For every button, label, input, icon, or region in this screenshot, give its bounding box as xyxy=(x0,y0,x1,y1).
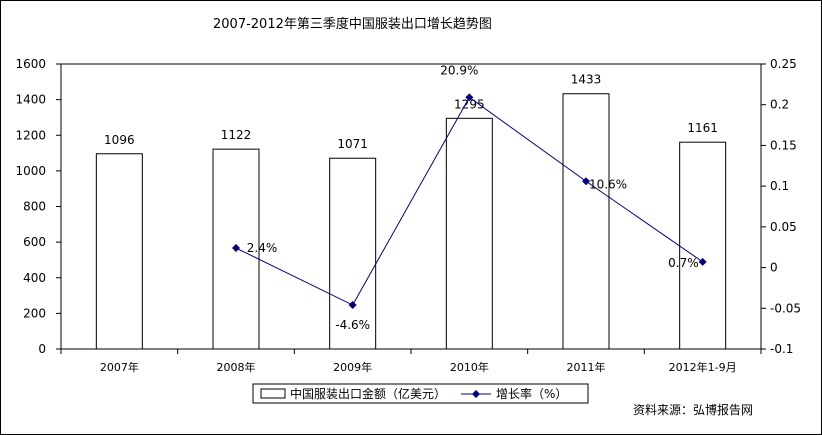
growth-point xyxy=(465,93,474,102)
bar-value-label: 1433 xyxy=(571,73,602,87)
bar-value-label: 1096 xyxy=(104,133,135,147)
x-category-label: 2007年 xyxy=(100,360,139,374)
x-category-label: 2012年1-9月 xyxy=(669,360,737,374)
y-left-tick-label: 200 xyxy=(23,306,46,320)
y-right-tick-label: -0.1 xyxy=(770,342,793,356)
y-right-tick-label: -0.05 xyxy=(770,301,801,315)
y-right-tick-label: 0 xyxy=(770,261,778,275)
y-left-tick-label: 1600 xyxy=(15,57,46,71)
growth-value-label: -4.6% xyxy=(335,318,370,332)
y-left-tick-label: 400 xyxy=(23,271,46,285)
y-left-tick-label: 600 xyxy=(23,235,46,249)
legend-bar-label: 中国服装出口金额（亿美元） xyxy=(290,386,446,401)
growth-point xyxy=(348,301,357,310)
y-left-tick-label: 1200 xyxy=(15,128,46,142)
x-category-label: 2010年 xyxy=(450,360,489,374)
y-left-tick-label: 800 xyxy=(23,200,46,214)
growth-value-label: 10.6% xyxy=(589,177,627,191)
bar-value-label: 1122 xyxy=(221,128,252,142)
y-left-tick-label: 1000 xyxy=(15,164,46,178)
source-note: 资料来源：弘博报告网 xyxy=(633,403,754,417)
chart-title: 2007-2012年第三季度中国服装出口增长趋势图 xyxy=(213,16,492,32)
growth-point xyxy=(698,257,707,266)
bar-value-label: 1071 xyxy=(337,137,368,151)
bar-value-label: 1295 xyxy=(454,97,485,111)
legend-line-label: 增长率（%） xyxy=(496,386,567,401)
legend xyxy=(252,383,589,404)
bar-value-label: 1161 xyxy=(687,121,718,135)
y-right-tick-label: 0.05 xyxy=(770,220,797,234)
x-category-label: 2011年 xyxy=(567,360,606,374)
growth-value-label: 20.9% xyxy=(440,63,478,77)
x-category-label: 2008年 xyxy=(217,360,256,374)
legend-bar-swatch xyxy=(260,388,286,399)
x-category-label: 2009年 xyxy=(333,360,372,374)
growth-value-label: 0.7% xyxy=(668,256,699,270)
y-left-tick-label: 0 xyxy=(38,342,46,356)
growth-value-label: 2.4% xyxy=(247,241,278,255)
bar xyxy=(562,93,610,350)
legend-line-marker xyxy=(472,390,480,398)
y-right-tick-label: 0.2 xyxy=(770,98,789,112)
y-right-tick-label: 0.15 xyxy=(770,138,797,152)
growth-point xyxy=(232,244,240,253)
y-right-tick-label: 0.1 xyxy=(770,179,789,193)
bar xyxy=(445,117,493,350)
y-right-tick-label: 0.25 xyxy=(770,57,797,71)
bar xyxy=(329,157,377,350)
y-left-tick-label: 1400 xyxy=(15,93,46,107)
bar xyxy=(95,153,143,350)
bar xyxy=(679,141,727,350)
growth-point xyxy=(582,177,590,186)
plot-area xyxy=(60,63,762,350)
